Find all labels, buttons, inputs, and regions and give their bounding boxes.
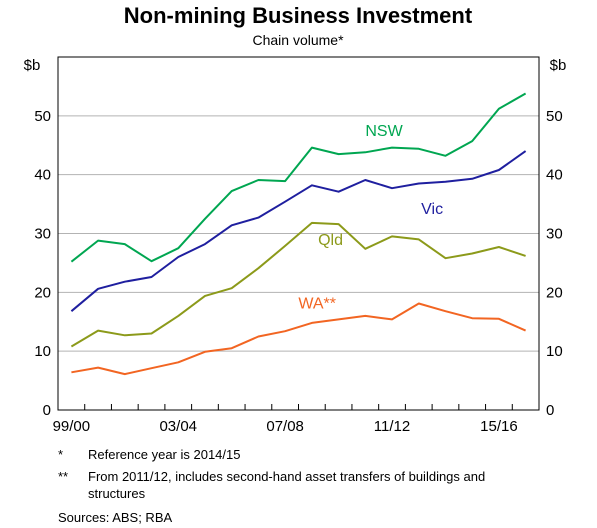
y-tick-label-right: 20: [546, 284, 563, 301]
y-tick-label-left: 10: [34, 343, 51, 360]
x-tick-label: 03/04: [159, 418, 197, 435]
y-tick-label-left: 30: [34, 226, 51, 243]
y-tick-label-left: 20: [34, 284, 51, 301]
chart-subtitle: Chain volume*: [252, 32, 344, 48]
x-tick-label: 11/12: [374, 418, 410, 435]
y-tick-label-left: 40: [34, 167, 51, 184]
x-tick-label: 07/08: [266, 418, 304, 435]
y-tick-label-right: 40: [546, 167, 563, 184]
chart-title: Non-mining Business Investment: [124, 3, 473, 28]
footnote-2: ** From 2011/12, includes second-hand as…: [58, 468, 518, 502]
footnote-1-mark: *: [58, 447, 64, 462]
footnotes: * Reference year is 2014/15 ** From 2011…: [58, 446, 518, 502]
footnote-2-mark: **: [58, 469, 69, 484]
series-label-vic: Vic: [421, 201, 443, 218]
footnote-1: * Reference year is 2014/15: [58, 446, 518, 463]
y-axis-unit-right: $b: [550, 57, 567, 74]
x-tick-label: 99/00: [53, 418, 91, 435]
series-label-wa: WA**: [298, 295, 336, 312]
y-tick-label-right: 30: [546, 226, 563, 243]
y-axis-unit-left: $b: [24, 57, 41, 74]
y-tick-label-right: 10: [546, 343, 563, 360]
x-tick-label: 15/16: [480, 418, 518, 435]
series-label-qld: Qld: [318, 232, 343, 249]
y-tick-label-right: 0: [546, 402, 554, 419]
footnote-2-text: From 2011/12, includes second-hand asset…: [88, 469, 486, 501]
series-label-nsw: NSW: [365, 123, 403, 140]
sources: Sources: ABS; RBA: [58, 510, 173, 525]
series-line-wa: [71, 302, 527, 376]
series-line-vic: [70, 150, 527, 312]
series-line-nsw: [70, 92, 527, 263]
y-tick-label-left: 0: [43, 402, 51, 419]
y-tick-label-left: 50: [34, 108, 51, 125]
series-line-qld: [70, 221, 526, 348]
footnote-1-text: Reference year is 2014/15: [88, 447, 241, 462]
y-tick-label-right: 50: [546, 108, 563, 125]
